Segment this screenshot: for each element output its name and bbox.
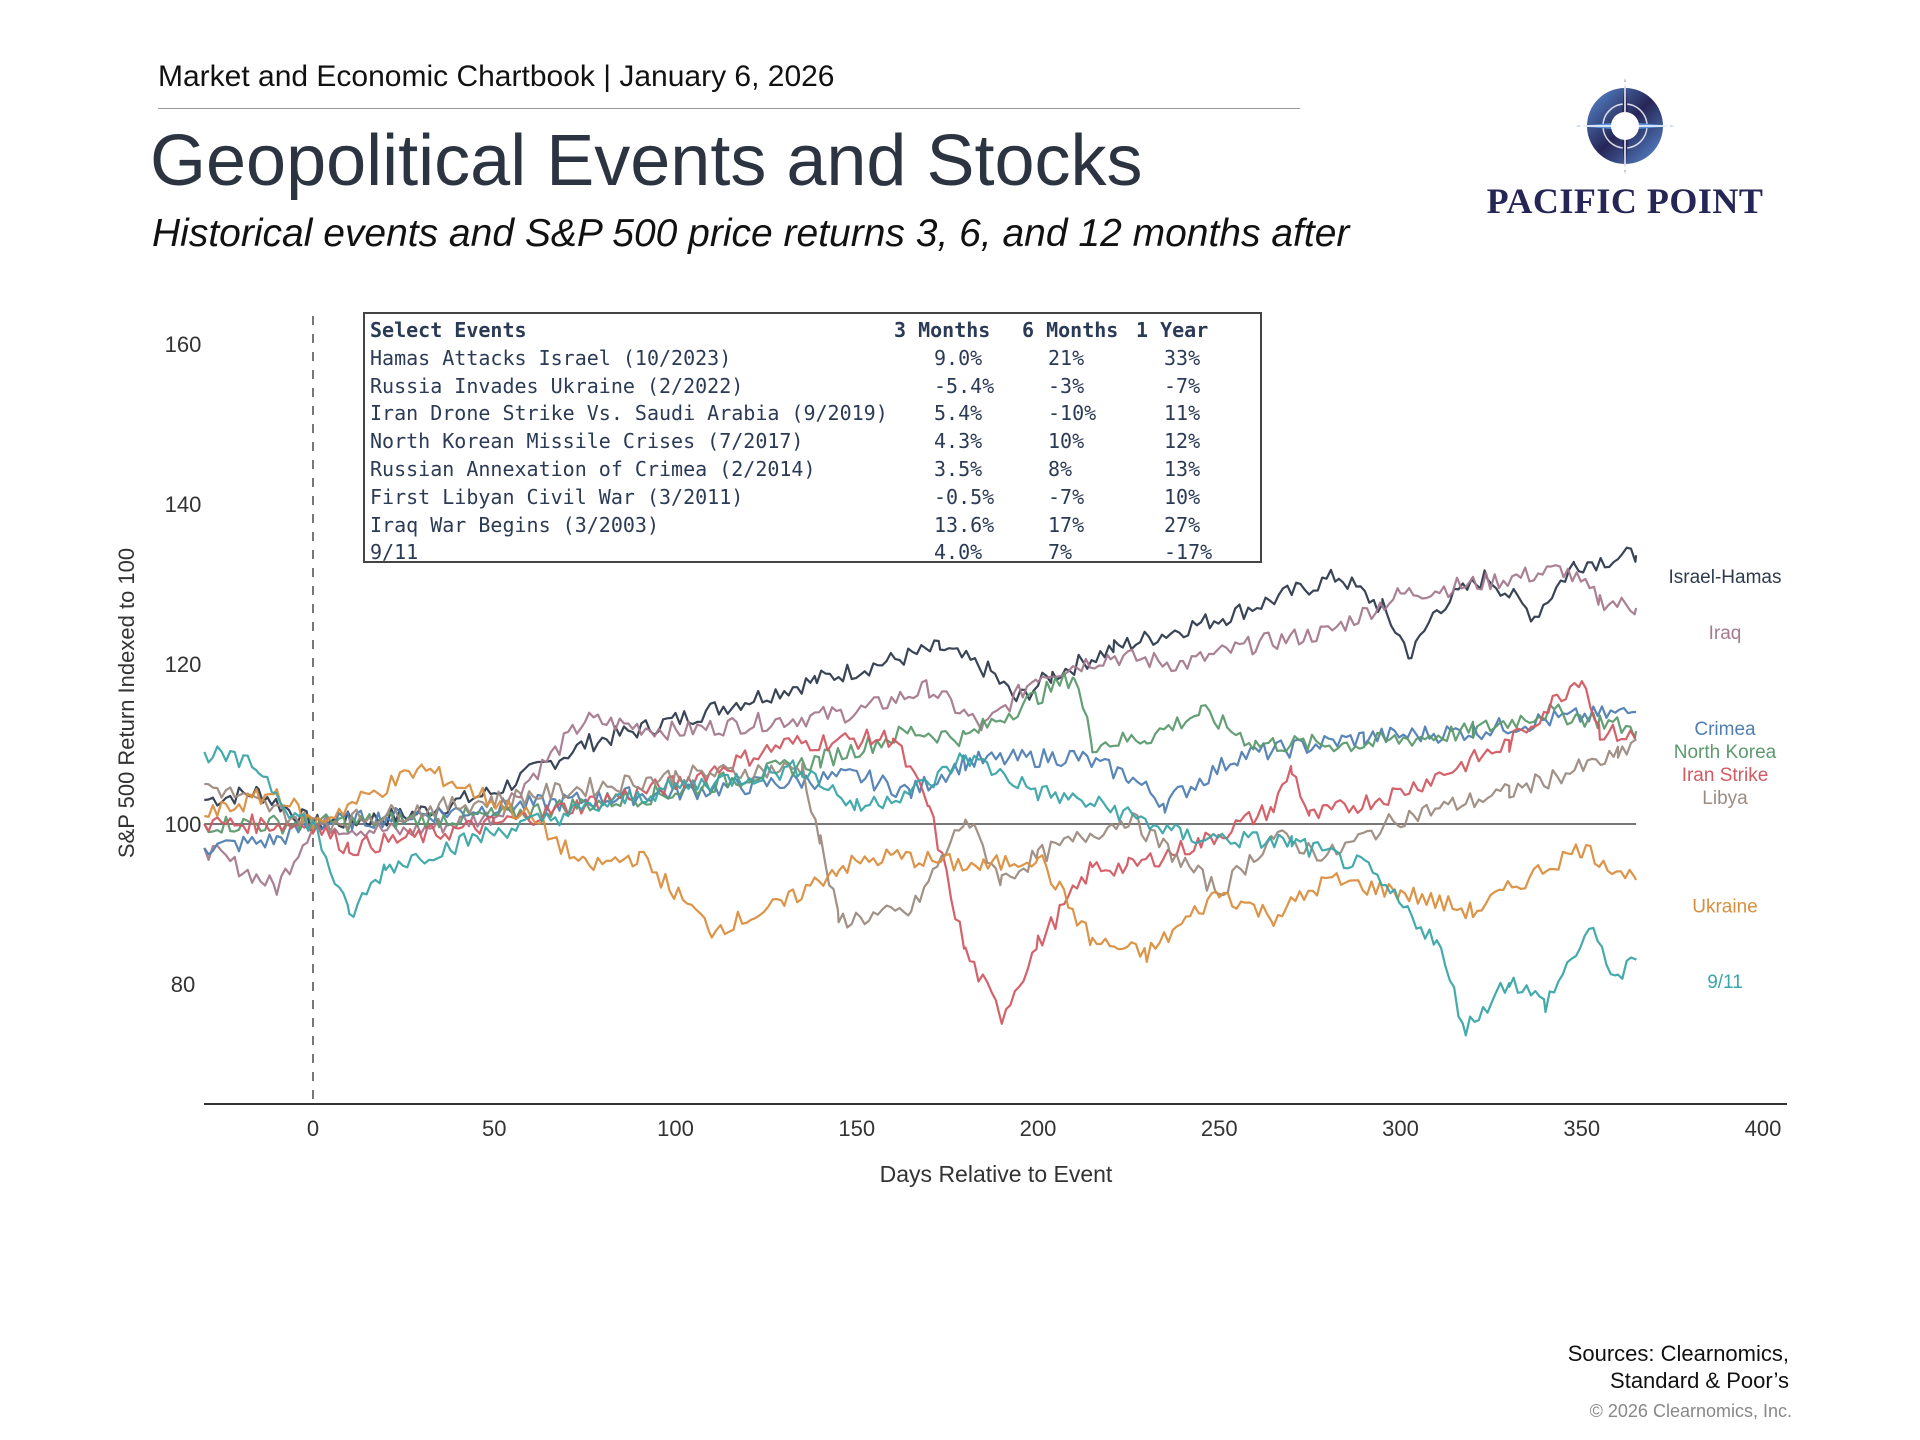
cell-6-months: 10%: [1048, 429, 1085, 454]
series-line-9-11: [203, 745, 1637, 1037]
y-tick-label: 120: [165, 652, 202, 677]
series-line-iran-strike: [203, 680, 1637, 1025]
x-tick-label: 300: [1382, 1116, 1419, 1141]
x-tick-label: 0: [307, 1116, 319, 1141]
cell-6-months: -10%: [1048, 401, 1097, 426]
table-row: First Libyan Civil War (3/2011) -0.5% -7% 1…: [368, 484, 1260, 512]
cell-1-year: 27%: [1164, 512, 1201, 537]
cell-1-year: -7%: [1164, 373, 1201, 398]
events-table: Select Events 3 Months 6 Months 1 Year H…: [363, 312, 1262, 564]
series-label: Iran Strike: [1682, 765, 1769, 786]
header-1-year: 1 Year: [1136, 318, 1209, 342]
page-subtitle: Historical events and S&P 500 price retu…: [152, 212, 1350, 255]
series-label: 9/11: [1707, 972, 1743, 993]
cell-3-months: 4.3%: [934, 429, 983, 454]
cell-6-months: 7%: [1048, 540, 1073, 565]
cell-1-year: 13%: [1164, 456, 1201, 481]
x-tick-label: 100: [657, 1116, 694, 1141]
cell-event: First Libyan Civil War (3/2011): [370, 484, 744, 509]
pacific-point-logo: PACIFIC POINT: [1480, 72, 1770, 232]
table-row: Iraq War Begins (3/2003) 13.6% 17% 27%: [368, 512, 1260, 540]
series-label: Libya: [1702, 788, 1748, 809]
cell-3-months: -0.5%: [934, 484, 995, 509]
cell-event: Russian Annexation of Crimea (2/2014): [370, 456, 816, 481]
series-label: North Korea: [1674, 742, 1777, 763]
logo-text: PACIFIC POINT: [1486, 181, 1764, 221]
cell-3-months: -5.4%: [934, 373, 995, 398]
y-tick-label: 160: [165, 332, 202, 357]
x-tick-label: 150: [838, 1116, 875, 1141]
copyright: © 2026 Clearnomics, Inc.: [1589, 1401, 1792, 1421]
header-divider: [158, 108, 1300, 109]
cell-event: Iraq War Begins (3/2003): [370, 512, 659, 537]
cell-1-year: 10%: [1164, 484, 1201, 509]
cell-3-months: 3.5%: [934, 456, 983, 481]
cell-6-months: -7%: [1048, 484, 1085, 509]
table-row: Russia Invades Ukraine (2/2022) -5.4% -3% -…: [368, 373, 1260, 401]
cell-6-months: -3%: [1048, 373, 1085, 398]
x-tick-label: 350: [1563, 1116, 1600, 1141]
series-label: Ukraine: [1692, 897, 1757, 918]
table-row: Hamas Attacks Israel (10/2023) 9.0% 21% 33%: [368, 345, 1260, 373]
cell-event: Russia Invades Ukraine (2/2022): [370, 373, 744, 398]
chartbook-header: Market and Economic Chartbook | January …: [158, 60, 835, 93]
cell-1-year: 33%: [1164, 345, 1201, 370]
cell-event: Iran Drone Strike Vs. Saudi Arabia (9/20…: [370, 401, 888, 426]
y-tick-label: 100: [165, 812, 202, 837]
series-label: Crimea: [1694, 719, 1756, 740]
y-tick-label: 80: [171, 972, 195, 997]
series-line-libya: [204, 738, 1638, 929]
series-label: Iraq: [1709, 623, 1742, 644]
series-line-crimea: [203, 705, 1637, 856]
table-row: 9/11 4.0% 7% -17%: [368, 539, 1260, 567]
table-row: Iran Drone Strike Vs. Saudi Arabia (9/20…: [368, 400, 1260, 428]
series-line-north-korea: [203, 671, 1638, 835]
cell-1-year: 11%: [1164, 401, 1201, 426]
header-6-months: 6 Months: [1022, 318, 1119, 342]
header-events: Select Events: [370, 318, 527, 342]
cell-6-months: 21%: [1048, 345, 1085, 370]
cell-3-months: 9.0%: [934, 345, 983, 370]
sources-line-1: Sources: Clearnomics,: [1567, 1341, 1789, 1366]
cell-event: North Korean Missile Crises (7/2017): [370, 429, 804, 454]
table-row: Russian Annexation of Crimea (2/2014) 3.5…: [368, 456, 1260, 484]
page-title: Geopolitical Events and Stocks: [150, 121, 1143, 201]
sources-line-2: Standard & Poor’s: [1610, 1368, 1789, 1393]
x-axis-title: Days Relative to Event: [880, 1161, 1113, 1187]
compass-logo-icon: [1575, 78, 1675, 174]
cell-event: 9/11: [370, 540, 419, 565]
cell-3-months: 13.6%: [934, 512, 995, 537]
x-tick-label: 200: [1020, 1116, 1057, 1141]
cell-event: Hamas Attacks Israel (10/2023): [370, 345, 732, 370]
series-label: Israel-Hamas: [1669, 567, 1782, 588]
x-tick-label: 250: [1201, 1116, 1238, 1141]
table-row: North Korean Missile Crises (7/2017) 4.3%…: [368, 428, 1260, 456]
cell-3-months: 5.4%: [934, 401, 983, 426]
y-axis-title: S&P 500 Return Indexed to 100: [114, 548, 139, 858]
cell-1-year: -17%: [1164, 540, 1213, 565]
table-header-row: Select Events 3 Months 6 Months 1 Year: [368, 317, 1260, 345]
cell-6-months: 17%: [1048, 512, 1085, 537]
series-line-iraq: [203, 564, 1638, 896]
header-3-months: 3 Months: [894, 318, 991, 342]
x-tick-label: 400: [1745, 1116, 1782, 1141]
series-line-ukraine: [204, 763, 1638, 964]
y-tick-label: 140: [165, 492, 202, 517]
x-tick-label: 50: [482, 1116, 506, 1141]
cell-1-year: 12%: [1164, 429, 1201, 454]
cell-3-months: 4.0%: [934, 540, 983, 565]
sources: Sources: Clearnomics, Standard & Poor’s: [1568, 1340, 1789, 1394]
cell-6-months: 8%: [1048, 456, 1073, 481]
